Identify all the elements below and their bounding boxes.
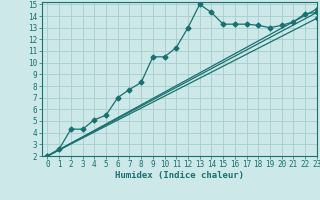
X-axis label: Humidex (Indice chaleur): Humidex (Indice chaleur) xyxy=(115,171,244,180)
